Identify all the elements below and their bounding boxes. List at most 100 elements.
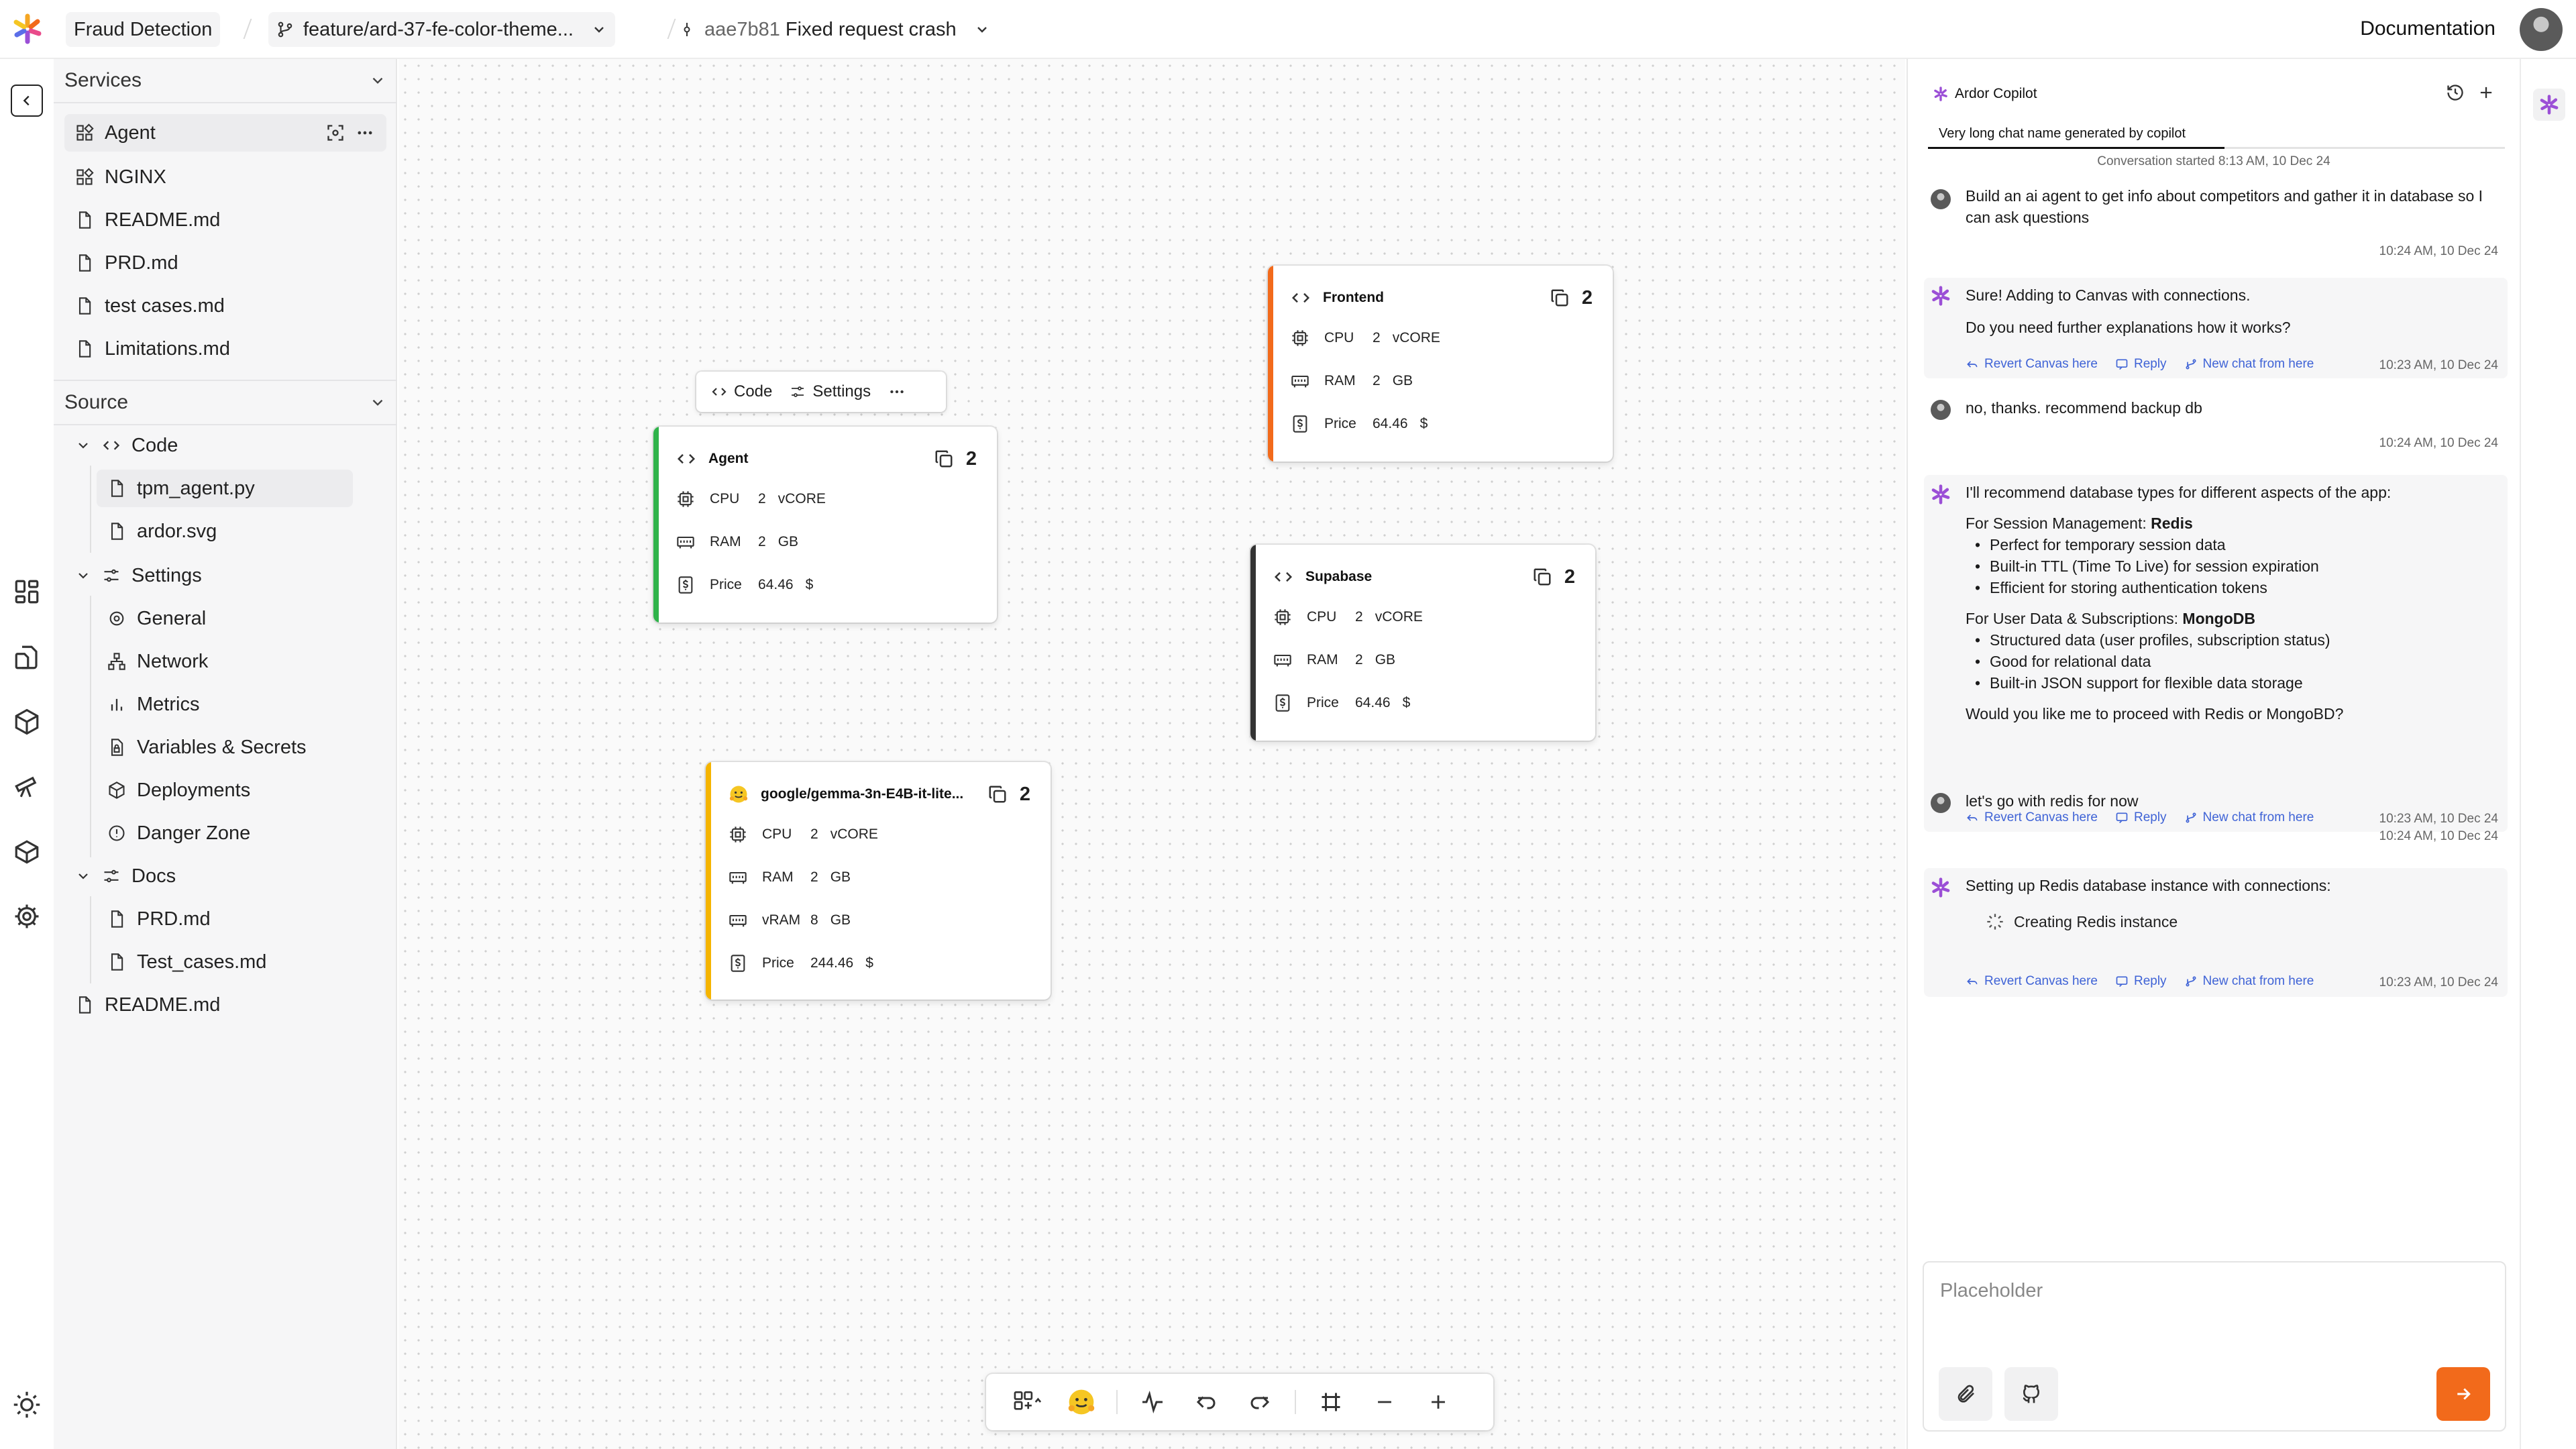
undo-icon[interactable] [1179, 1382, 1233, 1422]
chat-composer[interactable]: Placeholder [1923, 1261, 2506, 1432]
box-icon[interactable] [11, 836, 43, 868]
file-item[interactable]: PRD.md [75, 244, 178, 282]
new-chat-from-here-button[interactable]: New chat from here [2184, 974, 2314, 989]
github-button[interactable] [2004, 1367, 2058, 1421]
settings-item-deployments[interactable]: Deployments [107, 771, 250, 809]
service-node-supabase[interactable]: Supabase 2 CPU 2 vCORE RAM 2 GB Price 64.46 $ [1250, 545, 1595, 741]
message-actions: Revert Canvas here Reply New chat from h… [1966, 357, 2314, 372]
more-options-icon[interactable] [888, 383, 906, 400]
reply-button[interactable]: Reply [2115, 810, 2167, 825]
sliders-icon [102, 867, 121, 885]
canvas-area[interactable] [398, 59, 1905, 1449]
chevron-down-icon [369, 394, 386, 411]
copy-icon [1551, 289, 1568, 307]
folder-docs[interactable]: Docs [75, 857, 176, 895]
service-node-frontend[interactable]: Frontend 2 CPU 2 vCORE RAM 2 GB Price 64.46 $ [1268, 266, 1613, 462]
settings-label: Network [137, 650, 209, 672]
model-node-gemma[interactable]: google/gemma-3n-E4B-it-lite... 2 CPU 2 vCO… [706, 762, 1051, 1000]
node-row-cpu: CPU 2 vCORE [729, 821, 878, 848]
service-item-nginx[interactable]: NGINX [75, 158, 166, 196]
file-item[interactable]: Test_cases.md [107, 943, 266, 981]
telescope-icon[interactable] [11, 770, 43, 802]
ardor-logo-icon [1931, 286, 1950, 306]
replica-count[interactable]: 2 [987, 784, 1030, 806]
composer-placeholder: Placeholder [1940, 1280, 2043, 1301]
file-lock-icon [107, 738, 126, 757]
service-node-agent[interactable]: Agent 2 CPU 2 vCORE RAM 2 GB Price 64.46 $ [653, 427, 997, 623]
copy-icon [935, 450, 953, 468]
chat-message-user: no, thanks. recommend backup db 10:24 AM… [1924, 394, 2508, 462]
file-item[interactable]: test cases.md [75, 287, 225, 325]
new-chat-icon[interactable] [2477, 83, 2496, 102]
theme-sun-icon[interactable] [11, 1389, 43, 1421]
history-icon[interactable] [2446, 83, 2465, 102]
focus-icon[interactable] [326, 123, 345, 142]
services-section-header[interactable]: Services [64, 62, 386, 99]
zoom-out-icon[interactable] [1358, 1382, 1411, 1422]
files-icon[interactable] [11, 641, 43, 674]
add-widget-icon[interactable] [1001, 1382, 1055, 1422]
folder-label: Code [131, 434, 178, 456]
activity-icon[interactable] [1126, 1382, 1179, 1422]
services-title: Services [64, 69, 142, 91]
settings-item-network[interactable]: Network [107, 643, 208, 680]
replica-count[interactable]: 2 [934, 448, 977, 470]
reply-button[interactable]: Reply [2115, 974, 2167, 989]
user-avatar[interactable] [2520, 8, 2563, 51]
file-item-tpm-agent[interactable]: tpm_agent.py [97, 470, 353, 507]
folder-code[interactable]: Code [75, 427, 178, 464]
more-options-icon[interactable] [356, 123, 374, 142]
settings-item-metrics[interactable]: Metrics [107, 686, 199, 723]
settings-item-variables[interactable]: Variables & Secrets [107, 729, 307, 766]
code-button[interactable]: Code [711, 382, 772, 401]
settings-button[interactable]: Settings [790, 382, 871, 401]
attach-button[interactable] [1939, 1367, 1992, 1421]
copilot-toggle-icon[interactable] [2533, 89, 2565, 121]
new-chat-from-here-button[interactable]: New chat from here [2184, 810, 2314, 825]
zoom-in-icon[interactable] [1411, 1382, 1465, 1422]
settings-gear-icon[interactable] [11, 900, 43, 932]
file-label: PRD.md [105, 252, 178, 274]
node-title: Supabase [1305, 569, 1373, 584]
copilot-panel: Ardor Copilot Very long chat name genera… [1907, 59, 2518, 1449]
message-text: I'll recommend database types for differ… [1966, 484, 2392, 501]
layout-grid-icon[interactable] [11, 576, 43, 608]
file-item[interactable]: README.md [75, 201, 220, 239]
hugging-face-icon[interactable] [1055, 1382, 1108, 1422]
file-item[interactable]: PRD.md [107, 900, 211, 938]
revert-canvas-button[interactable]: Revert Canvas here [1966, 810, 2098, 825]
send-button[interactable] [2436, 1367, 2490, 1421]
project-selector[interactable]: Fraud Detection [66, 12, 221, 47]
service-item-agent[interactable]: Agent [64, 114, 386, 152]
commit-selector[interactable]: aae7b81 Fixed request crash [671, 12, 998, 47]
branch-selector[interactable]: feature/ard-37-fe-color-theme... [268, 12, 615, 47]
left-rail [0, 59, 54, 1449]
file-item[interactable]: README.md [75, 986, 220, 1024]
chevron-down-icon [75, 437, 91, 453]
revert-canvas-button[interactable]: Revert Canvas here [1966, 974, 2098, 989]
settings-item-general[interactable]: General [107, 600, 206, 637]
copy-icon [989, 786, 1006, 803]
folder-settings[interactable]: Settings [75, 557, 202, 594]
ardor-logo-icon[interactable] [12, 13, 43, 44]
file-item[interactable]: ardor.svg [107, 513, 217, 550]
frame-icon[interactable] [1304, 1382, 1358, 1422]
package-icon[interactable] [11, 706, 43, 738]
node-row-price: Price 64.46 $ [676, 572, 813, 598]
documentation-link[interactable]: Documentation [2360, 17, 2496, 40]
source-section-header[interactable]: Source [64, 384, 386, 421]
package-icon [107, 781, 126, 800]
collapse-panel-icon[interactable] [11, 85, 43, 117]
bar-chart-icon [107, 695, 126, 714]
reply-button[interactable]: Reply [2115, 357, 2167, 372]
revert-canvas-button[interactable]: Revert Canvas here [1966, 357, 2098, 372]
settings-item-danger-zone[interactable]: Danger Zone [107, 814, 250, 852]
new-chat-from-here-button[interactable]: New chat from here [2184, 357, 2314, 372]
redo-icon[interactable] [1233, 1382, 1287, 1422]
chat-tab[interactable]: Very long chat name generated by copilot [1928, 121, 2505, 149]
file-item[interactable]: Limitations.md [75, 330, 230, 368]
bullet-list: Perfect for temporary session data Built… [1966, 534, 2498, 598]
code-icon [712, 388, 727, 396]
replica-count[interactable]: 2 [1532, 566, 1575, 588]
replica-count[interactable]: 2 [1550, 287, 1593, 309]
